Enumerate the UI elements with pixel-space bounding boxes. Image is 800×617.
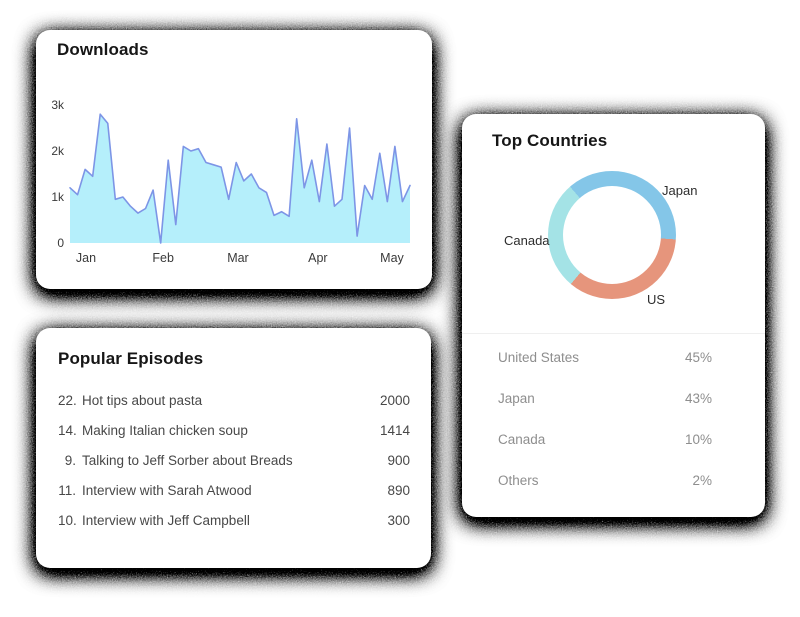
y-axis-tick: 1k bbox=[51, 190, 64, 204]
countries-card-title: Top Countries bbox=[492, 131, 608, 150]
episode-title: Hot tips about pasta bbox=[82, 392, 203, 408]
episode-row: 10. Interview with Jeff Campbell 300 bbox=[36, 505, 431, 535]
x-axis-label: Mar bbox=[227, 251, 249, 265]
episode-value: 900 bbox=[387, 452, 410, 468]
country-value: 43% bbox=[684, 391, 712, 406]
country-row: Others 2% bbox=[462, 460, 765, 501]
downloads-card-title: Downloads bbox=[57, 40, 149, 59]
country-label: Japan bbox=[498, 391, 535, 406]
episode-value: 300 bbox=[387, 512, 410, 528]
donut-label-us: US bbox=[647, 292, 666, 307]
area-line bbox=[69, 113, 411, 244]
episodes-list: 22. Hot tips about pasta 2000 14. Making… bbox=[36, 385, 431, 535]
country-row: United States 45% bbox=[462, 337, 765, 378]
episode-number: 11. bbox=[58, 482, 76, 498]
episode-title: Talking to Jeff Sorber about Breads bbox=[82, 452, 293, 468]
downloads-area-chart bbox=[69, 105, 411, 244]
countries-legend: United States 45% Japan 43% Canada 10% O… bbox=[462, 333, 765, 501]
episode-number: 9. bbox=[64, 452, 76, 468]
x-axis-label: Apr bbox=[308, 251, 328, 265]
downloads-card: Downloads 3k 2k 1k 0 Jan Feb Mar Apr May bbox=[36, 30, 432, 289]
x-axis-label: May bbox=[380, 251, 404, 265]
episodes-card-title: Popular Episodes bbox=[58, 349, 204, 368]
y-axis-tick: 0 bbox=[57, 236, 64, 250]
y-axis-tick: 3k bbox=[51, 98, 64, 112]
episode-title: Interview with Jeff Campbell bbox=[82, 512, 250, 528]
country-value: 45% bbox=[684, 350, 712, 365]
episode-number: 14. bbox=[58, 422, 77, 438]
donut-label-japan: Japan bbox=[662, 183, 698, 198]
area-fill bbox=[70, 114, 410, 243]
country-value: 2% bbox=[692, 473, 712, 488]
episode-number: 22. bbox=[58, 392, 77, 408]
episode-row: 22. Hot tips about pasta 2000 bbox=[36, 385, 431, 415]
countries-card: Top Countries Japan Canada US United Sta… bbox=[462, 114, 765, 517]
donut-chart bbox=[548, 171, 676, 299]
country-row: Canada 10% bbox=[462, 419, 765, 460]
country-label: United States bbox=[498, 350, 580, 365]
episode-value: 2000 bbox=[379, 392, 410, 408]
donut-label-canada: Canada bbox=[504, 233, 550, 248]
episode-row: 14. Making Italian chicken soup 1414 bbox=[36, 415, 431, 445]
x-axis: Jan Feb Mar Apr May bbox=[70, 251, 410, 267]
country-label: Others bbox=[498, 473, 539, 488]
downloads-area-svg bbox=[69, 113, 411, 244]
episode-value: 890 bbox=[387, 482, 410, 498]
episode-row: 9. Talking to Jeff Sorber about Breads 9… bbox=[36, 445, 431, 475]
episodes-card: Popular Episodes 22. Hot tips about past… bbox=[36, 328, 431, 568]
episode-value: 1414 bbox=[379, 422, 410, 438]
donut-hole bbox=[563, 186, 661, 284]
episode-row: 11. Interview with Sarah Atwood 890 bbox=[36, 475, 431, 505]
x-axis-label: Feb bbox=[152, 251, 174, 265]
episode-title: Making Italian chicken soup bbox=[82, 422, 248, 438]
episode-number: 10. bbox=[58, 512, 77, 528]
donut-chart-area: Japan Canada US bbox=[462, 114, 765, 333]
country-label: Canada bbox=[498, 432, 546, 447]
y-axis-tick: 2k bbox=[51, 144, 64, 158]
country-row: Japan 43% bbox=[462, 378, 765, 419]
country-value: 10% bbox=[684, 432, 712, 447]
x-axis-label: Jan bbox=[75, 251, 97, 265]
episode-title: Interview with Sarah Atwood bbox=[82, 482, 252, 498]
